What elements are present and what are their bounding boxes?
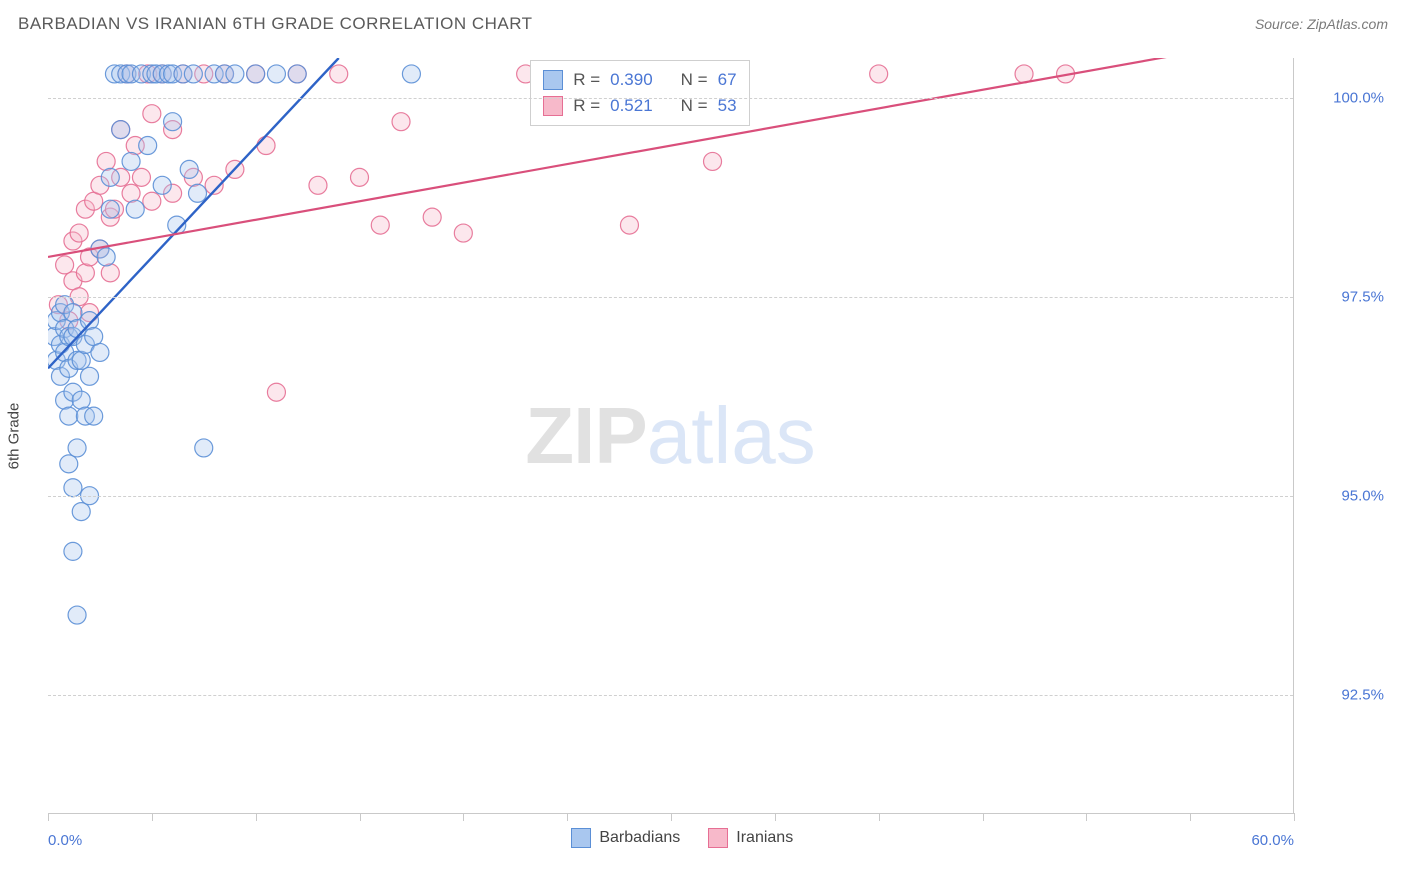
x-tick-mark (567, 813, 568, 821)
data-point (164, 113, 182, 131)
data-point (68, 606, 86, 624)
legend-swatch (571, 828, 591, 848)
r-label: R = (573, 67, 600, 93)
x-tick-mark (775, 813, 776, 821)
data-point (180, 160, 198, 178)
y-tick-label: 95.0% (1300, 487, 1390, 504)
data-point (132, 168, 150, 186)
data-point (85, 328, 103, 346)
data-point (402, 65, 420, 83)
bottom-legend: Barbadians Iranians (571, 828, 793, 848)
data-point (454, 224, 472, 242)
data-point (91, 343, 109, 361)
data-point (288, 65, 306, 83)
x-tick-mark (463, 813, 464, 821)
stats-row: R = 0.390 N = 67 (543, 67, 736, 93)
data-point (330, 65, 348, 83)
legend-item: Iranians (708, 828, 793, 848)
data-point (189, 184, 207, 202)
data-point (226, 65, 244, 83)
gridline (48, 496, 1293, 497)
plot-area: ZIPatlas R =0.390N =67R = 0.521N =53 (48, 58, 1294, 814)
data-point (97, 152, 115, 170)
y-tick-label: 97.5% (1300, 288, 1390, 305)
data-point (60, 455, 78, 473)
data-point (85, 407, 103, 425)
data-point (101, 200, 119, 218)
data-point (81, 312, 99, 330)
data-point (870, 65, 888, 83)
gridline (48, 695, 1293, 696)
stats-legend-box: R =0.390N =67R = 0.521N =53 (530, 60, 749, 126)
gridline (48, 98, 1293, 99)
y-tick-label: 100.0% (1300, 89, 1390, 106)
data-point (72, 391, 90, 409)
chart-title: BARBADIAN VS IRANIAN 6TH GRADE CORRELATI… (18, 14, 533, 34)
x-tick-mark (671, 813, 672, 821)
data-point (122, 184, 140, 202)
legend-label: Iranians (736, 829, 793, 847)
data-point (267, 383, 285, 401)
data-point (371, 216, 389, 234)
data-point (70, 224, 88, 242)
data-point (64, 479, 82, 497)
data-point (195, 439, 213, 457)
x-tick-mark (48, 813, 49, 821)
data-point (423, 208, 441, 226)
gridline (48, 297, 1293, 298)
x-tick-mark (879, 813, 880, 821)
data-point (64, 304, 82, 322)
x-tick-mark (152, 813, 153, 821)
data-point (392, 113, 410, 131)
x-tick-mark (256, 813, 257, 821)
data-point (72, 351, 90, 369)
data-point (126, 200, 144, 218)
legend-swatch (708, 828, 728, 848)
data-point (153, 176, 171, 194)
data-point (97, 248, 115, 266)
x-tick-mark (983, 813, 984, 821)
data-point (101, 264, 119, 282)
data-point (139, 137, 157, 155)
data-point (76, 264, 94, 282)
data-point (72, 503, 90, 521)
legend-item: Barbadians (571, 828, 680, 848)
data-point (184, 65, 202, 83)
data-point (351, 168, 369, 186)
series-swatch (543, 70, 563, 90)
x-tick-mark (1190, 813, 1191, 821)
data-point (704, 152, 722, 170)
n-label: N = (681, 67, 708, 93)
data-point (81, 367, 99, 385)
data-point (112, 121, 130, 139)
data-point (122, 152, 140, 170)
data-point (267, 65, 285, 83)
series-swatch (543, 96, 563, 116)
n-value: 67 (718, 67, 737, 93)
data-point (143, 105, 161, 123)
x-tick-label: 0.0% (48, 832, 82, 849)
chart-header: BARBADIAN VS IRANIAN 6TH GRADE CORRELATI… (0, 0, 1406, 48)
source-attribution: Source: ZipAtlas.com (1255, 16, 1388, 32)
x-tick-mark (1294, 813, 1295, 821)
data-point (247, 65, 265, 83)
data-point (101, 168, 119, 186)
x-tick-mark (360, 813, 361, 821)
x-tick-label: 60.0% (1251, 832, 1294, 849)
scatter-svg (48, 58, 1294, 814)
data-point (64, 542, 82, 560)
x-tick-mark (1086, 813, 1087, 821)
data-point (60, 407, 78, 425)
data-point (309, 176, 327, 194)
y-tick-label: 92.5% (1300, 686, 1390, 703)
data-point (143, 192, 161, 210)
data-point (257, 137, 275, 155)
r-value: 0.390 (610, 67, 653, 93)
data-point (620, 216, 638, 234)
y-axis-label: 6th Grade (6, 403, 23, 470)
data-point (68, 439, 86, 457)
legend-label: Barbadians (599, 829, 680, 847)
data-point (85, 192, 103, 210)
data-point (56, 256, 74, 274)
